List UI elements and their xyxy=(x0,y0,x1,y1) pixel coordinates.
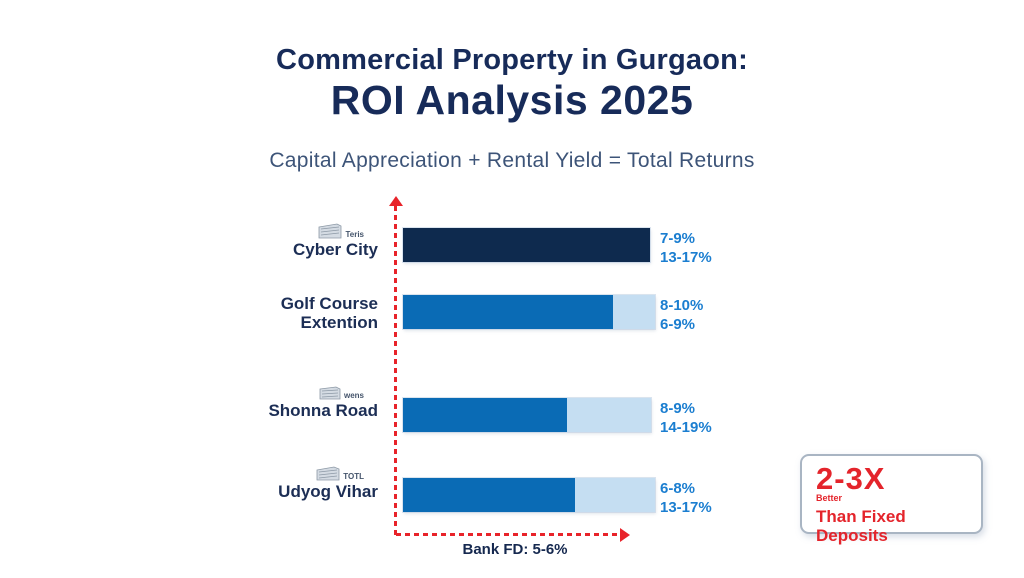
value-bottom: 13-17% xyxy=(660,249,712,266)
bar-shonna-road xyxy=(403,398,651,432)
category-label-shonna-road: wens Shonna Road xyxy=(218,385,378,420)
page-title-line2: ROI Analysis 2025 xyxy=(330,77,694,123)
value-labels-cyber-city: 7-9% 13-17% xyxy=(660,229,712,267)
building-icon xyxy=(319,386,341,400)
value-labels-golf-course-extention: 8-10% 6-9% xyxy=(660,296,703,334)
category-name: Shonna Road xyxy=(268,401,378,420)
y-axis-dotted-line xyxy=(394,206,397,536)
value-labels-shonna-road: 8-9% 14-19% xyxy=(660,399,712,437)
bar-segment-light xyxy=(567,398,651,432)
value-bottom: 14-19% xyxy=(660,419,712,436)
bar-golf-course-extention xyxy=(403,295,655,329)
bar-segment-main xyxy=(403,295,613,329)
bar-segment-light xyxy=(613,295,655,329)
value-top: 8-9% xyxy=(660,400,696,417)
badge-caption: Than Fixed Deposits xyxy=(816,507,906,545)
header: Commercial Property in Gurgaon: ROI Anal… xyxy=(0,44,1024,173)
bar-segment-main xyxy=(403,398,567,432)
x-axis-dotted-line xyxy=(396,533,620,536)
page-title-line1: Commercial Property in Gurgaon: xyxy=(276,44,748,76)
building-icon xyxy=(316,466,340,481)
category-name: Cyber City xyxy=(292,240,378,259)
baseline-label: Bank FD: 5-6% xyxy=(462,541,568,558)
bar-segment-main xyxy=(403,478,575,512)
value-bottom: 6-9% xyxy=(660,316,696,333)
comparison-badge: 2-3X Better Than Fixed Deposits xyxy=(800,454,983,545)
building-icon xyxy=(319,223,342,239)
value-top: 7-9% xyxy=(660,230,696,247)
category-label-golf-course-extention: Golf Course Extention xyxy=(218,294,378,332)
category-label-cyber-city: Teris Cyber City xyxy=(218,222,378,259)
category-name-line1: Golf Course xyxy=(280,294,378,313)
page-subtitle: Capital Appreciation + Rental Yield = To… xyxy=(269,149,755,172)
bar-udyog-vihar xyxy=(403,478,655,512)
badge-multiplier: 2-3X xyxy=(816,461,886,496)
building-icon-caption: wens xyxy=(343,391,364,400)
badge-better-label: Better xyxy=(816,493,843,503)
bar-cyber-city xyxy=(403,228,650,262)
value-top: 8-10% xyxy=(660,297,704,314)
bar-segment-main xyxy=(403,228,650,262)
category-label-udyog-vihar: TOTL Udyog Vihar xyxy=(218,465,378,501)
x-axis-arrow-right-icon xyxy=(620,528,630,542)
bar-segment-light xyxy=(575,478,655,512)
value-labels-udyog-vihar: 6-8% 13-17% xyxy=(660,479,712,517)
building-icon-caption: TOTL xyxy=(343,472,364,481)
category-name-line2: Extention xyxy=(300,313,378,332)
value-bottom: 13-17% xyxy=(660,499,712,516)
category-name: Udyog Vihar xyxy=(278,482,378,501)
building-icon-caption: Teris xyxy=(345,230,364,239)
value-top: 6-8% xyxy=(660,480,696,497)
y-axis-arrow-up-icon xyxy=(389,196,403,206)
